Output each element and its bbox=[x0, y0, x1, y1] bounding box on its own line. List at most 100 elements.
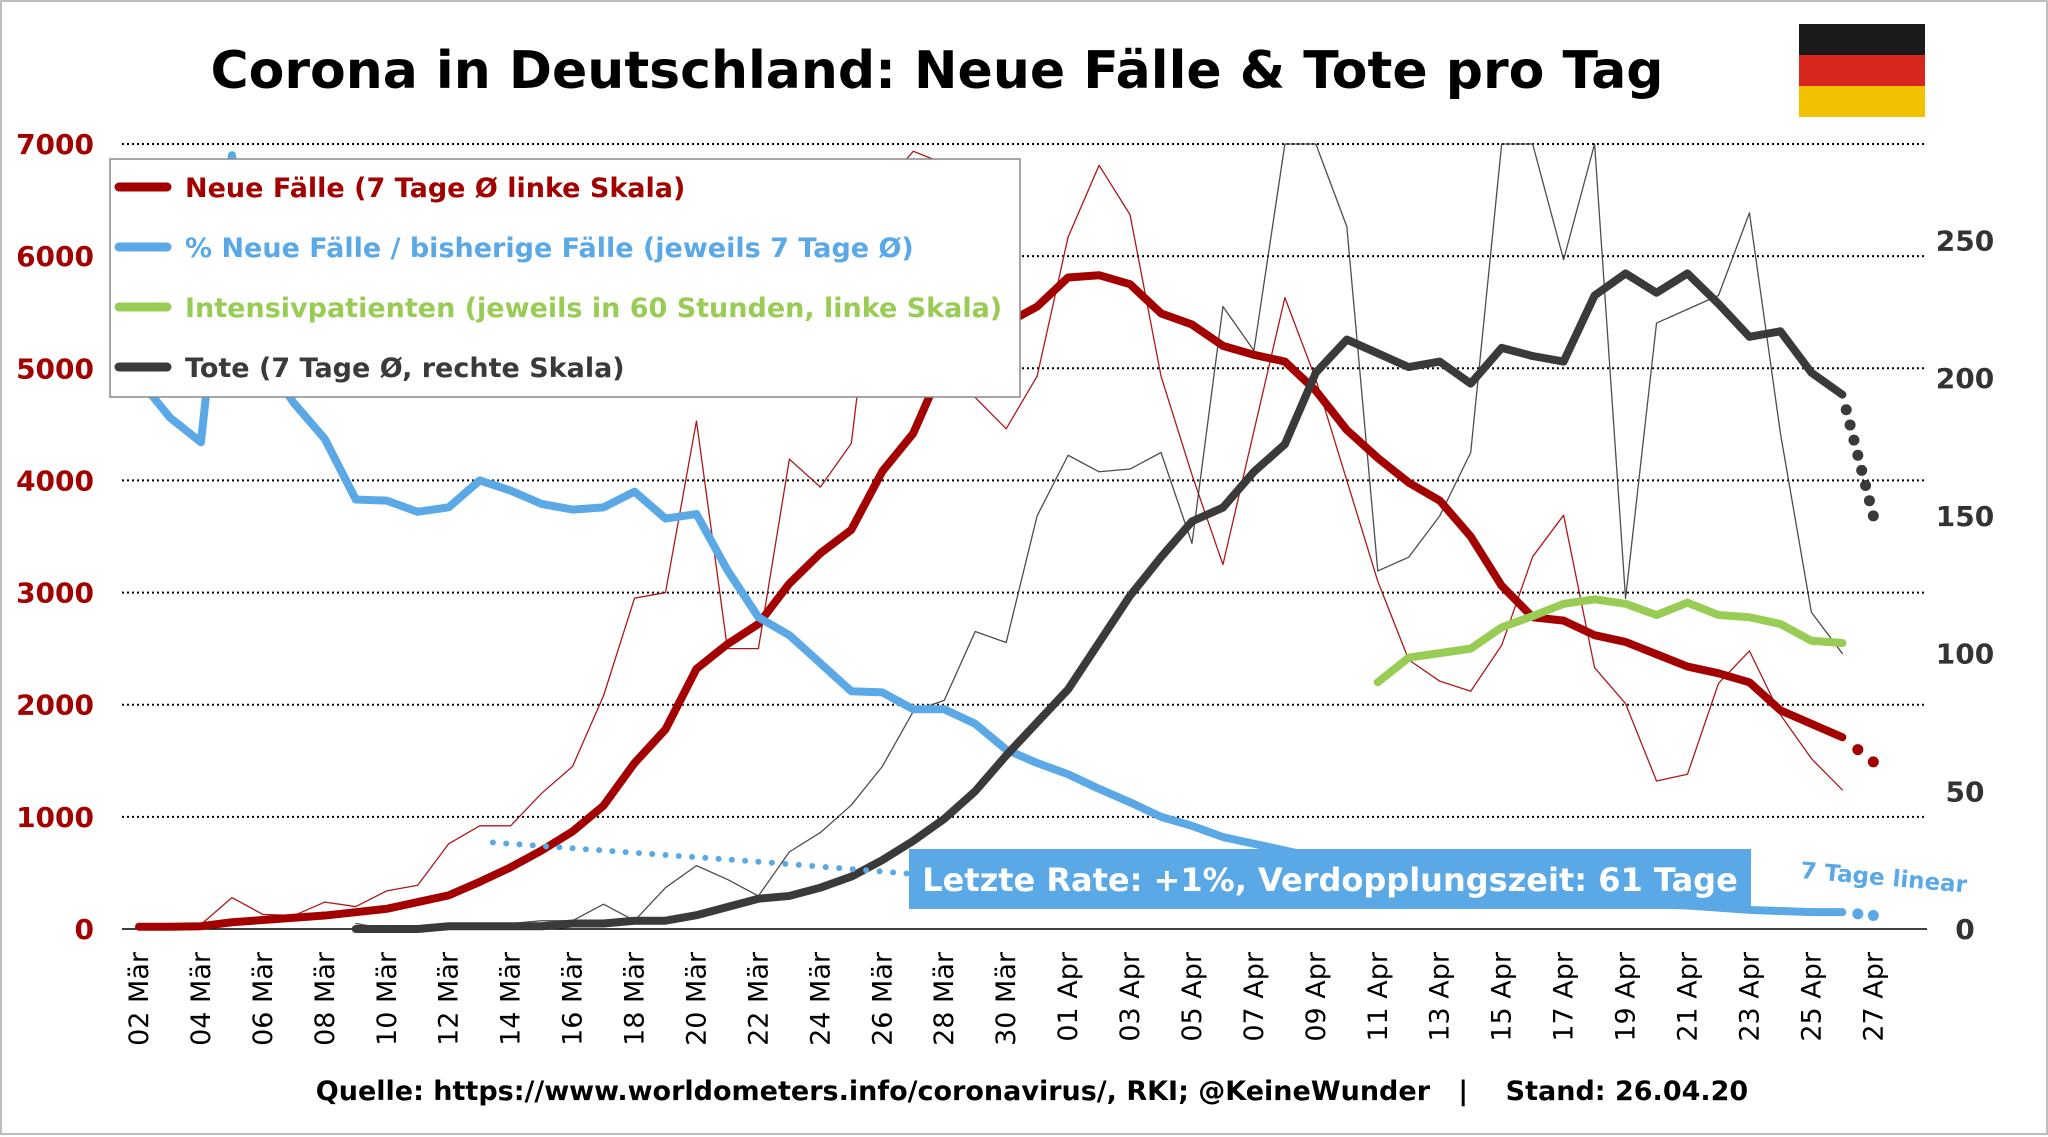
x-tick-label: 25 Apr bbox=[1796, 951, 1827, 1042]
x-tick-label: 28 Mär bbox=[929, 951, 960, 1046]
annotations: Letzte Rate: +1%, Verdopplungszeit: 61 T… bbox=[909, 849, 1969, 909]
legend-label: Intensivpatienten (jeweils in 60 Stunden… bbox=[185, 293, 1002, 324]
flag-stripe bbox=[1799, 55, 1925, 86]
forecast-dot bbox=[809, 863, 816, 870]
forecast-dot bbox=[1867, 756, 1879, 768]
x-tick-label: 16 Mär bbox=[558, 951, 589, 1046]
left-tick-label: 1000 bbox=[16, 801, 94, 834]
x-tick-label: 19 Apr bbox=[1611, 951, 1642, 1042]
right-tick-label: 250 bbox=[1936, 224, 1994, 257]
legend-box bbox=[109, 158, 1021, 398]
legend-label: % Neue Fälle / bisherige Fälle (jeweils … bbox=[185, 233, 914, 264]
forecast-dot bbox=[1867, 510, 1879, 522]
trend-note: 7 Tage linear bbox=[1799, 858, 1968, 899]
left-tick-label: 0 bbox=[75, 913, 94, 946]
x-tick-label: 10 Mär bbox=[372, 951, 403, 1046]
x-tick-label: 14 Mär bbox=[496, 951, 527, 1046]
forecast-dot bbox=[1840, 404, 1852, 416]
daily-line bbox=[138, 150, 1843, 929]
chart-title: Corona in Deutschland: Neue Fälle & Tote… bbox=[210, 41, 1663, 101]
left-tick-label: 2000 bbox=[16, 689, 94, 722]
right-tick-label: 0 bbox=[1955, 913, 1974, 946]
forecast-dot bbox=[516, 841, 523, 848]
left-axis: 0 1000 2000 3000 4000 5000 6000 7000 bbox=[16, 128, 94, 946]
x-tick-label: 11 Apr bbox=[1363, 951, 1394, 1042]
right-tick-label: 150 bbox=[1936, 500, 1994, 533]
x-tick-label: 26 Mär bbox=[867, 951, 898, 1046]
forecast-dot bbox=[715, 855, 722, 862]
legend: Neue Fälle (7 Tage Ø linke Skala) % Neue … bbox=[109, 158, 1021, 398]
forecast-dot bbox=[782, 860, 789, 867]
forecast-dot bbox=[689, 853, 696, 860]
forecast-dot bbox=[822, 864, 829, 871]
x-tick-label: 02 Mär bbox=[124, 951, 155, 1046]
forecast-dot bbox=[755, 858, 762, 865]
forecast-dot bbox=[529, 842, 536, 849]
forecast-dot bbox=[1863, 495, 1875, 507]
left-tick-label: 6000 bbox=[16, 240, 94, 273]
forecast-dot bbox=[489, 839, 496, 846]
forecast-dot bbox=[582, 846, 589, 853]
left-tick-label: 3000 bbox=[16, 577, 94, 610]
germany-flag-icon bbox=[1799, 24, 1925, 117]
x-tick-label: 22 Mär bbox=[743, 951, 774, 1046]
right-tick-label: 50 bbox=[1946, 775, 1985, 808]
forecast-dot bbox=[1852, 908, 1864, 920]
forecast-dot bbox=[728, 856, 735, 863]
x-tick-label: 17 Apr bbox=[1549, 951, 1580, 1042]
left-tick-label: 4000 bbox=[16, 464, 94, 497]
x-tick-label: 01 Apr bbox=[1053, 951, 1084, 1042]
forecast-dot bbox=[649, 851, 656, 858]
forecast-dot bbox=[1856, 464, 1868, 476]
flag-stripe bbox=[1799, 86, 1925, 117]
right-tick-label: 200 bbox=[1936, 362, 1994, 395]
x-tick-label: 23 Apr bbox=[1734, 951, 1765, 1042]
forecast-dot bbox=[863, 867, 870, 874]
forecast-dot bbox=[556, 844, 563, 851]
x-tick-label: 20 Mär bbox=[681, 951, 712, 1046]
forecast-dot bbox=[635, 850, 642, 857]
rate-box bbox=[909, 849, 1751, 909]
series-line bbox=[1373, 595, 1847, 687]
right-axis: 0 50 100 150 200 250 bbox=[1936, 224, 1994, 946]
source-text: Quelle: https://www.worldometers.info/co… bbox=[316, 1076, 1748, 1107]
forecast-dot bbox=[1852, 744, 1864, 756]
forecast-dot bbox=[795, 861, 802, 868]
forecast-dot bbox=[1860, 480, 1872, 492]
forecast-dot bbox=[596, 847, 603, 854]
forecast-dot bbox=[503, 840, 510, 847]
x-tick-label: 04 Mär bbox=[186, 951, 217, 1046]
right-tick-label: 100 bbox=[1936, 638, 1994, 671]
forecast-dot bbox=[1867, 910, 1879, 922]
forecast-dot bbox=[1844, 419, 1856, 431]
forecast-dot bbox=[702, 854, 709, 861]
x-tick-label: 27 Apr bbox=[1858, 951, 1889, 1042]
x-tick-label: 21 Apr bbox=[1673, 951, 1704, 1042]
x-tick-label: 30 Mär bbox=[991, 951, 1022, 1046]
forecast-dot bbox=[742, 857, 749, 864]
rate-box-text: Letzte Rate: +1%, Verdopplungszeit: 61 T… bbox=[922, 861, 1738, 899]
legend-label: Tote (7 Tage Ø, rechte Skala) bbox=[185, 353, 625, 384]
forecast-dot bbox=[675, 852, 682, 859]
x-tick-label: 06 Mär bbox=[248, 951, 279, 1046]
forecast-dot bbox=[768, 859, 775, 866]
x-tick-label: 13 Apr bbox=[1425, 951, 1456, 1042]
x-tick-label: 12 Mär bbox=[434, 951, 465, 1046]
forecast-dot bbox=[890, 869, 897, 876]
left-tick-label: 5000 bbox=[16, 352, 94, 385]
x-tick-label: 08 Mär bbox=[310, 951, 341, 1046]
forecast-dot bbox=[849, 866, 856, 873]
x-axis: 02 Mär 04 Mär 06 Mär 08 Mär 10 Mär 12 Mär 14 M… bbox=[124, 951, 1889, 1046]
x-tick-label: 24 Mär bbox=[805, 951, 836, 1046]
x-tick-label: 05 Apr bbox=[1177, 951, 1208, 1042]
x-tick-label: 09 Apr bbox=[1301, 951, 1332, 1042]
x-tick-label: 15 Apr bbox=[1487, 951, 1518, 1042]
forecast-dot bbox=[543, 843, 550, 850]
flag-stripe bbox=[1799, 24, 1925, 55]
forecast-dot bbox=[1848, 434, 1860, 446]
x-tick-label: 07 Apr bbox=[1239, 951, 1270, 1042]
forecast-dot bbox=[1852, 449, 1864, 461]
forecast-dot bbox=[876, 868, 883, 875]
